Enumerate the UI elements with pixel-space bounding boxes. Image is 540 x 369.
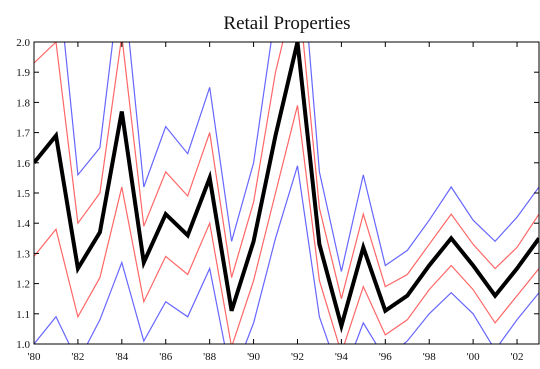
x-tick-label: '88 [203,351,216,363]
x-tick-label: '86 [159,351,172,363]
y-tick-label: 1.1 [16,309,30,321]
chart-title: Retail Properties [223,13,350,34]
x-tick-label: '82 [71,351,84,363]
y-tick-label: 1.9 [16,67,30,79]
x-tick-label: '02 [511,351,524,363]
y-tick-label: 1.5 [16,188,30,200]
x-tick-label: '80 [28,351,41,363]
series-line-4 [34,105,539,344]
series-line-1 [63,42,539,272]
y-tick-label: 1.0 [16,339,30,351]
series-line-3 [34,42,539,334]
x-tick-label: '94 [335,351,348,363]
series-layer [34,42,539,344]
x-tick-label: '84 [115,351,128,363]
x-tick-label: '00 [467,351,480,363]
y-tick-label: 1.8 [16,97,30,109]
x-axis: '80 '82 '84 '86 '88 '90 '92 '94 '96 '98 '00 '02 [28,42,524,363]
y-tick-label: 1.2 [16,279,30,291]
series-line-2 [34,42,539,299]
x-tick-label: '90 [247,351,260,363]
x-tick-label: '92 [291,351,304,363]
y-tick-label: 1.6 [16,158,30,170]
series-line-5 [34,165,539,344]
y-tick-label: 1.3 [16,248,30,260]
y-tick-label: 2.0 [16,37,30,49]
x-tick-label: '98 [423,351,436,363]
y-tick-label: 1.4 [16,218,30,230]
y-axis: 1.0 1.1 1.2 1.3 1.4 1.5 1.6 1.7 1.8 1.9 2.0 [16,37,539,351]
y-tick-label: 1.7 [16,128,30,140]
x-tick-label: '96 [379,351,392,363]
